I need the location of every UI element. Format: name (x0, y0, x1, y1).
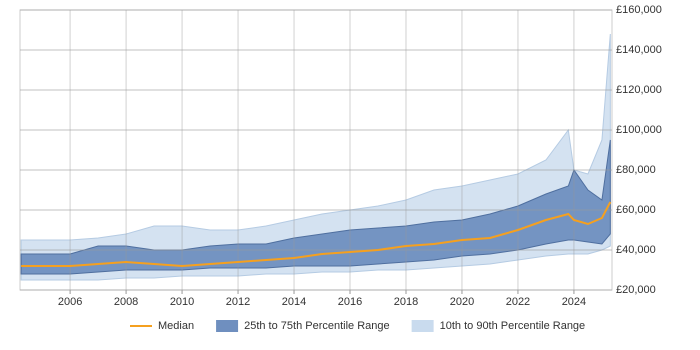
y-tick-label: £140,000 (616, 44, 662, 56)
legend-label: Median (158, 320, 194, 332)
x-tick-label: 2016 (338, 296, 362, 308)
y-tick-label: £40,000 (616, 244, 656, 256)
x-tick-label: 2020 (450, 296, 474, 308)
percentile-band (20, 33, 611, 281)
legend-label: 10th to 90th Percentile Range (440, 320, 586, 332)
y-tick-label: £120,000 (616, 84, 662, 96)
y-tick-label: £60,000 (616, 204, 656, 216)
x-tick-label: 2008 (114, 296, 138, 308)
x-tick-label: 2014 (282, 296, 306, 308)
x-tick-label: 2018 (394, 296, 418, 308)
y-tick-label: £80,000 (616, 164, 656, 176)
legend-label: 25th to 75th Percentile Range (244, 320, 390, 332)
y-tick-label: £20,000 (616, 284, 656, 296)
x-tick-label: 2022 (506, 296, 530, 308)
x-tick-label: 2010 (170, 296, 194, 308)
median-line (21, 201, 612, 268)
x-tick-label: 2012 (226, 296, 250, 308)
y-tick-label: £160,000 (616, 4, 662, 16)
x-tick-label: 2006 (58, 296, 82, 308)
legend-swatch (216, 320, 239, 332)
x-tick-label: 2024 (562, 296, 586, 308)
y-tick-label: £100,000 (616, 124, 662, 136)
legend-swatch (411, 320, 434, 332)
